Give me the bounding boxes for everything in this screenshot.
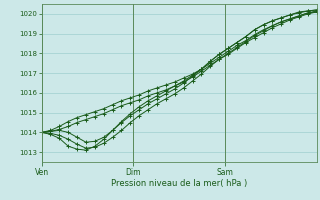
X-axis label: Pression niveau de la mer( hPa ): Pression niveau de la mer( hPa ) xyxy=(111,179,247,188)
